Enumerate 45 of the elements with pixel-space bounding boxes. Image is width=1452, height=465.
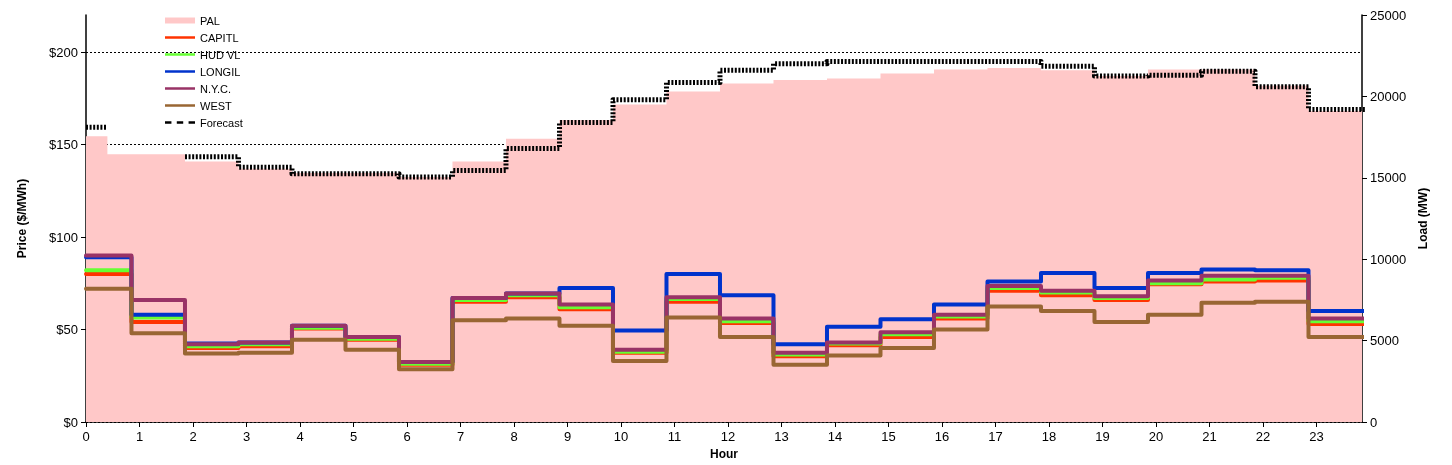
y-tick-label: $0 (63, 414, 78, 430)
y2-tick-label: 25000 (1370, 7, 1407, 23)
x-tick-label: 16 (934, 429, 950, 444)
x-tick-label: 2 (189, 429, 197, 444)
x-tick-label: 21 (1202, 429, 1217, 444)
x-tick-label: 11 (667, 429, 682, 444)
x-axis-title: Hour (710, 446, 739, 461)
x-tick-label: 9 (563, 429, 572, 444)
y-tick-label: $150 (49, 137, 78, 152)
x-tick-label: 5 (349, 429, 358, 444)
y-tick-label: $100 (49, 229, 78, 245)
y2-tick-label: 0 (1370, 414, 1378, 430)
legend-label: CAPITL (200, 31, 239, 44)
x-tick-label: 1 (135, 429, 144, 444)
legend-label: LONGIL (200, 65, 241, 78)
legend-label: N.Y.C. (200, 82, 231, 95)
x-tick-label: 10 (613, 429, 629, 444)
x-tick-label: 14 (827, 429, 843, 444)
y-tick-label: $50 (56, 322, 78, 337)
x-tick-label: 17 (988, 429, 1003, 444)
legend-label: PAL (200, 14, 220, 27)
legend-label: HUD VL (200, 48, 241, 61)
y2-axis-title: Load (MW) (1416, 187, 1431, 250)
x-tick-label: 13 (774, 429, 789, 444)
x-tick-label: 12 (720, 429, 736, 444)
y2-tick-label: 20000 (1370, 88, 1407, 104)
x-tick-label: 20 (1148, 429, 1164, 444)
x-tick-label: 6 (403, 429, 411, 444)
x-tick-label: 0 (82, 429, 90, 444)
x-tick-label: 23 (1309, 429, 1324, 444)
x-tick-label: 15 (881, 429, 896, 444)
y-axis-title: Price ($/MWh) (15, 178, 29, 259)
x-tick-label: 19 (1095, 429, 1110, 444)
legend-label: WEST (200, 99, 233, 112)
x-tick-label: 8 (510, 429, 518, 444)
x-tick-label: 18 (1041, 429, 1057, 444)
y-tick-label: $200 (49, 44, 78, 60)
y2-tick-label: 15000 (1370, 170, 1407, 186)
x-tick-label: 3 (242, 429, 251, 444)
legend-label: Forecast (200, 116, 243, 129)
y2-tick-label: 10000 (1370, 251, 1407, 267)
x-tick-label: 4 (296, 429, 304, 444)
x-tick-label: 7 (456, 429, 465, 444)
x-tick-label: 22 (1255, 429, 1271, 444)
y2-tick-label: 5000 (1370, 333, 1399, 349)
